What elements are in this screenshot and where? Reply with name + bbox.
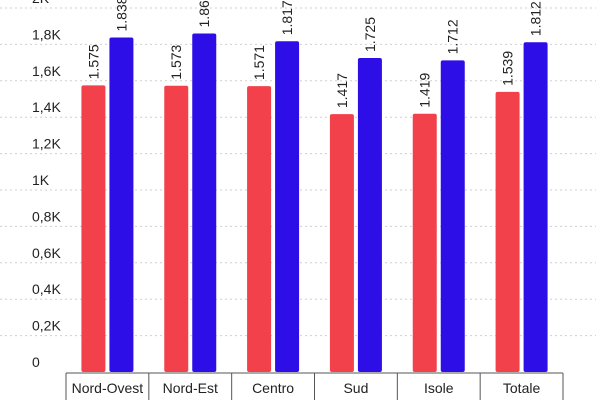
data-label-1-0: 1.573 — [168, 44, 184, 79]
y-tick-label: 0,4K — [32, 281, 61, 297]
x-category-label-3: Sud — [343, 380, 368, 396]
data-label-5-0: 1.539 — [500, 51, 516, 86]
data-label-5-1: 1.812 — [528, 1, 544, 36]
x-category-label-0: Nord-Ovest — [72, 380, 144, 396]
bar-1-0 — [164, 85, 189, 373]
x-category-label-1: Nord-Est — [163, 380, 218, 396]
y-tick-label: 0,2K — [32, 318, 61, 334]
bar-4-1 — [440, 60, 465, 372]
x-category-label-2: Centro — [252, 380, 294, 396]
y-tick-label: 1,6K — [32, 63, 61, 79]
y-tick-label: 1K — [32, 172, 50, 188]
y-tick-label: 0,6K — [32, 245, 61, 261]
x-axis: Nord-Ovest Nord-Est Centro Sud Isole Totale — [65, 372, 564, 400]
bar-2-0 — [247, 86, 272, 372]
y-tick-label: 2K — [32, 0, 50, 6]
data-label-2-1: 1.817 — [279, 0, 295, 35]
data-label-1-1: 1.860 — [196, 0, 212, 27]
y-tick-label: 0,8K — [32, 208, 61, 224]
data-labels: 1.575 1.838 1.573 1.860 1.571 1.817 1.417 1.725… — [85, 0, 543, 108]
bar-0-0 — [81, 85, 106, 372]
bar-3-0 — [329, 114, 354, 372]
bar-5-0 — [495, 91, 520, 372]
y-axis-ticks: 0 0,2K 0,4K 0,6K 0,8K 1K 1,2K 1,4K 1,6K 1,8K 2K — [32, 0, 61, 370]
data-label-4-0: 1.419 — [417, 72, 433, 107]
bar-2-1 — [275, 41, 300, 372]
bar-0-1 — [109, 37, 134, 372]
data-label-4-1: 1.712 — [445, 19, 461, 54]
x-category-label-5: Totale — [503, 380, 541, 396]
data-label-3-1: 1.725 — [362, 17, 378, 52]
bar-1-1 — [192, 33, 217, 372]
data-label-0-1: 1.838 — [113, 0, 129, 31]
data-label-0-0: 1.575 — [85, 44, 101, 79]
bar-3-1 — [357, 58, 382, 373]
y-tick-label: 1,2K — [32, 136, 61, 152]
y-tick-label: 1,8K — [32, 26, 61, 42]
data-label-3-0: 1.417 — [334, 73, 350, 108]
y-tick-label: 0 — [32, 354, 40, 370]
bar-4-0 — [412, 113, 437, 372]
data-label-2-0: 1.571 — [251, 45, 267, 80]
bars — [81, 33, 548, 373]
x-category-label-4: Isole — [424, 380, 454, 396]
y-tick-label: 1,4K — [32, 99, 61, 115]
bar-5-1 — [523, 42, 548, 372]
